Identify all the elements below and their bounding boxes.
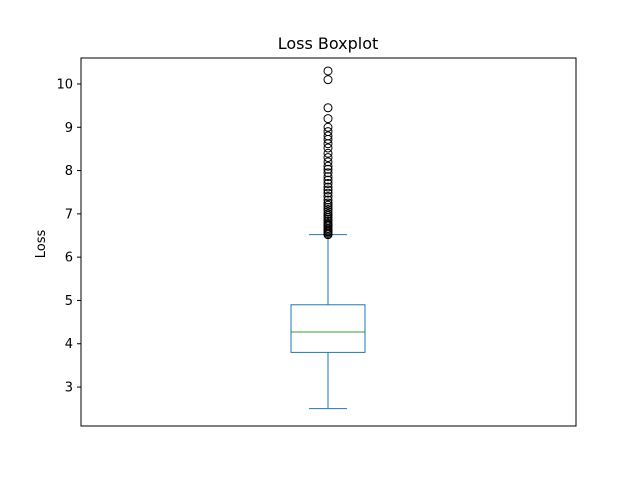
y-axis-ticks: 3 4 5 6 7 8 9 10 [56,77,81,396]
y-tick-label: 9 [65,121,73,136]
outlier-point [323,131,333,141]
outlier-points [323,66,333,240]
outlier-point [323,195,333,205]
outlier-point [323,200,333,210]
outlier-point [323,209,333,219]
outlier-point [323,127,333,137]
y-tick-label: 4 [65,337,73,352]
plot-frame [80,57,577,427]
outlier-point [323,164,333,174]
outlier-point [323,153,333,163]
box-plot [290,234,366,410]
outlier-point [323,205,333,215]
y-tick-label: 10 [56,77,73,92]
outlier-point [323,188,333,198]
y-axis-label: Loss [34,230,49,259]
outlier-point [323,175,333,185]
y-tick-label: 3 [65,381,73,396]
iqr-box [290,304,366,353]
outlier-point [323,207,333,217]
outlier-point [323,202,333,212]
outlier-point [323,157,333,167]
outlier-point [323,192,333,202]
chart-title: Loss Boxplot [278,34,379,53]
outlier-point [323,122,333,132]
outlier-point [323,75,333,85]
outlier-point [323,179,333,189]
outlier-point [323,182,333,192]
outlier-point [323,185,333,195]
y-tick-label: 5 [65,294,73,309]
y-tick-label: 8 [65,164,73,179]
outlier-point [323,103,333,113]
outlier-point [323,172,333,182]
outlier-point [323,161,333,171]
outlier-point [323,198,333,208]
y-tick-label: 7 [65,207,73,222]
y-tick-label: 6 [65,251,73,266]
outlier-point [323,148,333,158]
outlier-point [323,114,333,124]
outlier-point [323,143,333,153]
outlier-point [323,168,333,178]
outlier-point [323,66,333,76]
